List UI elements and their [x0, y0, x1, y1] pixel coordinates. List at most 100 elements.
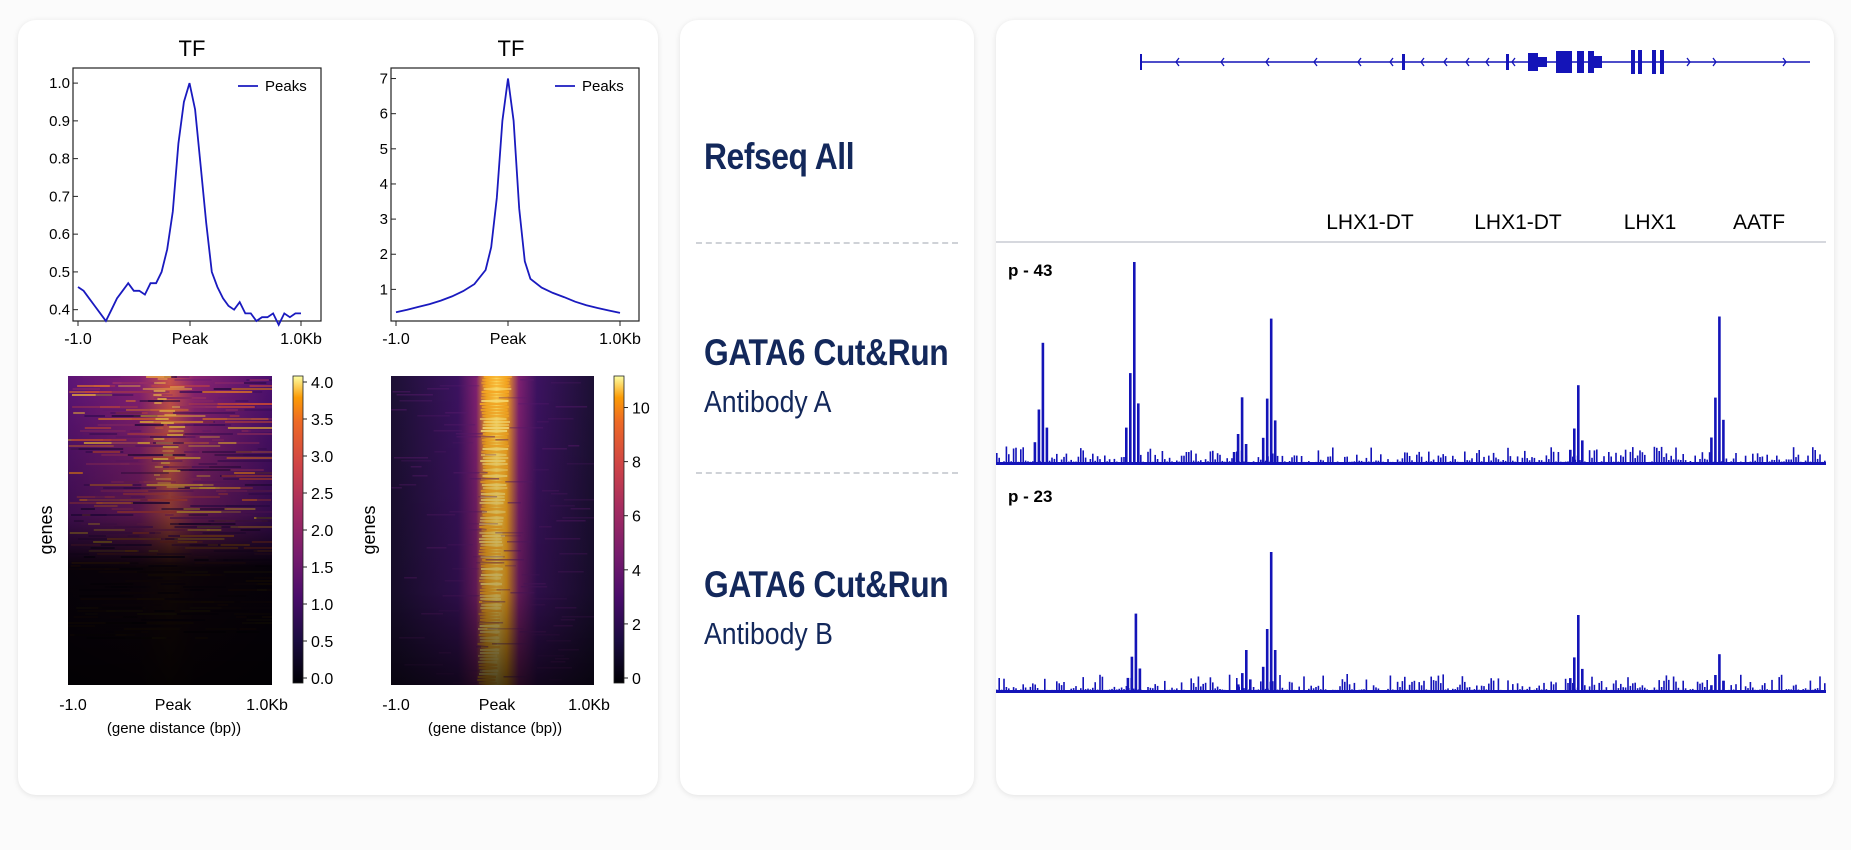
- profile-2-x-tick: 1.0Kb: [599, 331, 641, 348]
- signal-bar: [1809, 461, 1812, 464]
- signal-bar: [1488, 683, 1490, 692]
- signal-bar: [1221, 460, 1224, 464]
- signal-bar: [1588, 450, 1591, 464]
- signal-bar: [1334, 689, 1336, 692]
- signal-bar: [1104, 689, 1106, 692]
- colorbar-1-tick-label: 4.0: [311, 375, 333, 392]
- signal-bar: [1377, 688, 1380, 692]
- signal-peak: [1033, 442, 1037, 464]
- signal-bar: [1029, 461, 1032, 464]
- colorbar-2-tick-label: 4: [632, 563, 641, 580]
- signal-bar: [1024, 460, 1027, 464]
- signal-bar: [1375, 687, 1377, 692]
- signal-bar: [1641, 452, 1644, 464]
- signal-bar: [1476, 685, 1478, 692]
- signal-bar: [1120, 457, 1123, 464]
- signal-bar: [1257, 689, 1260, 692]
- signal-bar: [1087, 461, 1089, 464]
- signal-bar: [1521, 457, 1524, 464]
- signal-bar: [1740, 461, 1742, 464]
- signal-peak: [1577, 385, 1580, 464]
- signal-bar: [1404, 452, 1406, 464]
- signal-bar: [1339, 462, 1341, 464]
- signal-bar: [1159, 461, 1161, 464]
- signal-bar: [1039, 689, 1041, 692]
- signal-bar: [1048, 460, 1051, 464]
- signal-peak: [1134, 613, 1138, 692]
- signal-bar: [1293, 689, 1296, 692]
- signal-bar: [1504, 690, 1507, 692]
- signal-bar: [1216, 453, 1219, 464]
- signal-bar: [1648, 690, 1651, 692]
- signal-bar: [1108, 459, 1111, 464]
- signal-bar: [1099, 674, 1101, 692]
- signal-bar: [1593, 450, 1596, 464]
- signal-bar: [1528, 460, 1531, 464]
- signal-bar: [1173, 689, 1176, 692]
- signal-bar: [1473, 689, 1476, 692]
- signal-bar: [1082, 677, 1084, 692]
- signal-bar: [1281, 687, 1284, 692]
- signal-bar: [1480, 685, 1483, 692]
- signal-bar: [1764, 683, 1766, 692]
- signal-baseline: [996, 690, 1826, 693]
- profile-2-legend-label: Peaks: [582, 78, 624, 95]
- signal-bar: [1404, 676, 1406, 692]
- signal-bar: [1543, 461, 1545, 464]
- signal-bar: [1610, 456, 1612, 464]
- track-label-refseq: Refseq All: [704, 136, 855, 177]
- signal-peak: [1138, 668, 1142, 692]
- signal-peak: [1722, 680, 1725, 692]
- signal-bar: [1552, 451, 1555, 464]
- signal-bar: [1104, 455, 1106, 464]
- signal-bar: [1416, 454, 1418, 464]
- heatmap-2-ylabel: genes: [359, 505, 379, 554]
- signal-bar: [1773, 460, 1776, 464]
- signal-bar: [1665, 453, 1668, 464]
- signal-bar: [1183, 689, 1185, 692]
- heatmap-2-x-tick: Peak: [479, 697, 516, 714]
- colorbar-2-tick-label: 10: [632, 401, 650, 418]
- signal-bar: [1264, 688, 1267, 692]
- strand-arrow: [1782, 57, 1787, 67]
- signal-bar: [1452, 455, 1454, 464]
- signal-bar: [1622, 456, 1624, 464]
- signal-bar: [1759, 457, 1761, 464]
- signal-bar: [1514, 689, 1516, 692]
- signal-bar: [1190, 678, 1192, 692]
- signal-bar: [1485, 689, 1488, 692]
- signal-bar: [1701, 452, 1704, 464]
- signal-peak: [1037, 409, 1041, 464]
- signal-bar: [1024, 687, 1027, 692]
- signal-bar: [1538, 460, 1540, 464]
- signal-bar: [1459, 461, 1461, 464]
- signal-bar: [1411, 681, 1413, 692]
- strand-arrow: [1712, 57, 1717, 67]
- signal-bar: [1634, 458, 1636, 464]
- signal-bar: [1747, 462, 1749, 464]
- signal-bar: [1022, 684, 1024, 692]
- signal-bar: [1320, 689, 1322, 692]
- heatmap-2: genes -1.0 Peak 1.0Kb (gene distance (bp…: [359, 375, 650, 737]
- signal-bar: [1699, 683, 1701, 692]
- signal-bar: [1106, 461, 1108, 464]
- signal-bar: [1560, 690, 1562, 692]
- strand-arrow: [1443, 57, 1448, 67]
- signal-bar: [1154, 454, 1156, 464]
- signal-bar: [1440, 457, 1442, 464]
- signal-bar: [1716, 689, 1718, 692]
- signal-bar: [1315, 687, 1317, 692]
- signal-bar: [1324, 689, 1327, 692]
- signal-bar: [1428, 451, 1430, 464]
- signal-peak: [1265, 398, 1269, 464]
- strand-arrow: [1511, 57, 1516, 67]
- signal-bar: [1732, 458, 1735, 464]
- signal-bar: [1296, 455, 1298, 464]
- signal-bar: [1394, 462, 1396, 464]
- signal-bar: [1771, 679, 1773, 692]
- signal-bar: [1101, 676, 1104, 692]
- signal-bar: [1519, 689, 1521, 692]
- signal-bar: [1125, 686, 1128, 692]
- signal-bar: [1742, 462, 1744, 464]
- signal-baseline: [996, 462, 1826, 465]
